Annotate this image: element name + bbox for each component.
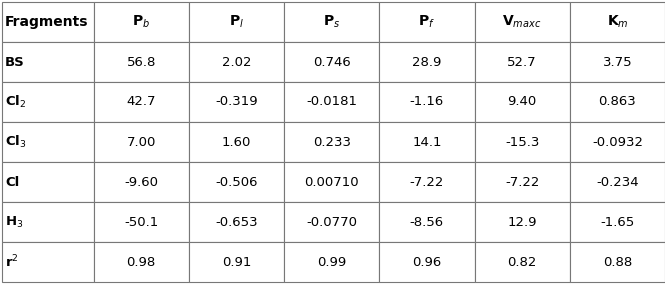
- Bar: [570, 2, 665, 42]
- Bar: [2, 42, 94, 82]
- Bar: [284, 2, 379, 42]
- Text: -0.506: -0.506: [215, 175, 257, 188]
- Bar: [475, 242, 570, 282]
- Bar: [379, 242, 475, 282]
- Bar: [475, 82, 570, 122]
- Text: 0.99: 0.99: [317, 256, 346, 268]
- Bar: [284, 162, 379, 202]
- Text: -0.0932: -0.0932: [592, 135, 643, 149]
- Bar: [284, 242, 379, 282]
- Text: -0.0770: -0.0770: [306, 216, 357, 228]
- Text: -7.22: -7.22: [410, 175, 444, 188]
- Bar: [94, 122, 189, 162]
- Text: P$_f$: P$_f$: [418, 14, 436, 30]
- Text: 3.75: 3.75: [602, 56, 632, 69]
- Bar: [379, 42, 475, 82]
- Bar: [284, 42, 379, 82]
- Text: -0.234: -0.234: [596, 175, 638, 188]
- Bar: [379, 2, 475, 42]
- Bar: [475, 162, 570, 202]
- Text: 0.91: 0.91: [221, 256, 251, 268]
- Text: -0.653: -0.653: [215, 216, 258, 228]
- Text: P$_s$: P$_s$: [323, 14, 340, 30]
- Bar: [284, 82, 379, 122]
- Text: -8.56: -8.56: [410, 216, 444, 228]
- Bar: [475, 122, 570, 162]
- Text: 1.60: 1.60: [221, 135, 251, 149]
- Text: 2.02: 2.02: [221, 56, 251, 69]
- Bar: [189, 42, 284, 82]
- Text: BS: BS: [5, 56, 25, 69]
- Text: K$_m$: K$_m$: [606, 14, 628, 30]
- Bar: [94, 202, 189, 242]
- Bar: [189, 162, 284, 202]
- Text: V$_{maxc}$: V$_{maxc}$: [503, 14, 542, 30]
- Bar: [94, 82, 189, 122]
- Text: 42.7: 42.7: [126, 95, 156, 109]
- Bar: [570, 162, 665, 202]
- Text: Cl$_2$: Cl$_2$: [5, 94, 27, 110]
- Text: 0.88: 0.88: [602, 256, 632, 268]
- Text: 0.98: 0.98: [126, 256, 156, 268]
- Text: 0.96: 0.96: [412, 256, 442, 268]
- Bar: [189, 202, 284, 242]
- Text: 52.7: 52.7: [507, 56, 537, 69]
- Text: Cl$_3$: Cl$_3$: [5, 134, 27, 150]
- Bar: [189, 82, 284, 122]
- Text: 0.233: 0.233: [313, 135, 350, 149]
- Text: 56.8: 56.8: [126, 56, 156, 69]
- Text: -7.22: -7.22: [505, 175, 539, 188]
- Bar: [284, 202, 379, 242]
- Text: P$_l$: P$_l$: [229, 14, 244, 30]
- Bar: [284, 122, 379, 162]
- Text: 28.9: 28.9: [412, 56, 442, 69]
- Bar: [379, 202, 475, 242]
- Text: 9.40: 9.40: [507, 95, 537, 109]
- Bar: [475, 2, 570, 42]
- Bar: [570, 82, 665, 122]
- Text: 0.00710: 0.00710: [305, 175, 359, 188]
- Bar: [2, 82, 94, 122]
- Bar: [2, 202, 94, 242]
- Text: 0.863: 0.863: [598, 95, 636, 109]
- Text: P$_b$: P$_b$: [132, 14, 150, 30]
- Text: -50.1: -50.1: [124, 216, 158, 228]
- Text: r$^2$: r$^2$: [5, 254, 19, 270]
- Bar: [570, 122, 665, 162]
- Text: Fragments: Fragments: [5, 15, 88, 29]
- Bar: [2, 122, 94, 162]
- Bar: [570, 202, 665, 242]
- Text: 14.1: 14.1: [412, 135, 442, 149]
- Text: -0.319: -0.319: [215, 95, 258, 109]
- Bar: [570, 42, 665, 82]
- Bar: [94, 2, 189, 42]
- Bar: [570, 242, 665, 282]
- Bar: [2, 2, 94, 42]
- Bar: [475, 202, 570, 242]
- Bar: [189, 122, 284, 162]
- Bar: [379, 122, 475, 162]
- Text: Cl: Cl: [5, 175, 19, 188]
- Bar: [189, 2, 284, 42]
- Bar: [379, 82, 475, 122]
- Bar: [475, 42, 570, 82]
- Bar: [189, 242, 284, 282]
- Text: -1.65: -1.65: [600, 216, 634, 228]
- Bar: [2, 162, 94, 202]
- Bar: [94, 162, 189, 202]
- Bar: [2, 242, 94, 282]
- Text: -0.0181: -0.0181: [306, 95, 357, 109]
- Text: H$_3$: H$_3$: [5, 214, 23, 230]
- Text: 12.9: 12.9: [507, 216, 537, 228]
- Bar: [94, 42, 189, 82]
- Text: -9.60: -9.60: [124, 175, 158, 188]
- Bar: [94, 242, 189, 282]
- Text: 0.746: 0.746: [313, 56, 350, 69]
- Text: -1.16: -1.16: [410, 95, 444, 109]
- Bar: [379, 162, 475, 202]
- Text: -15.3: -15.3: [505, 135, 539, 149]
- Text: 0.82: 0.82: [507, 256, 537, 268]
- Text: 7.00: 7.00: [126, 135, 156, 149]
